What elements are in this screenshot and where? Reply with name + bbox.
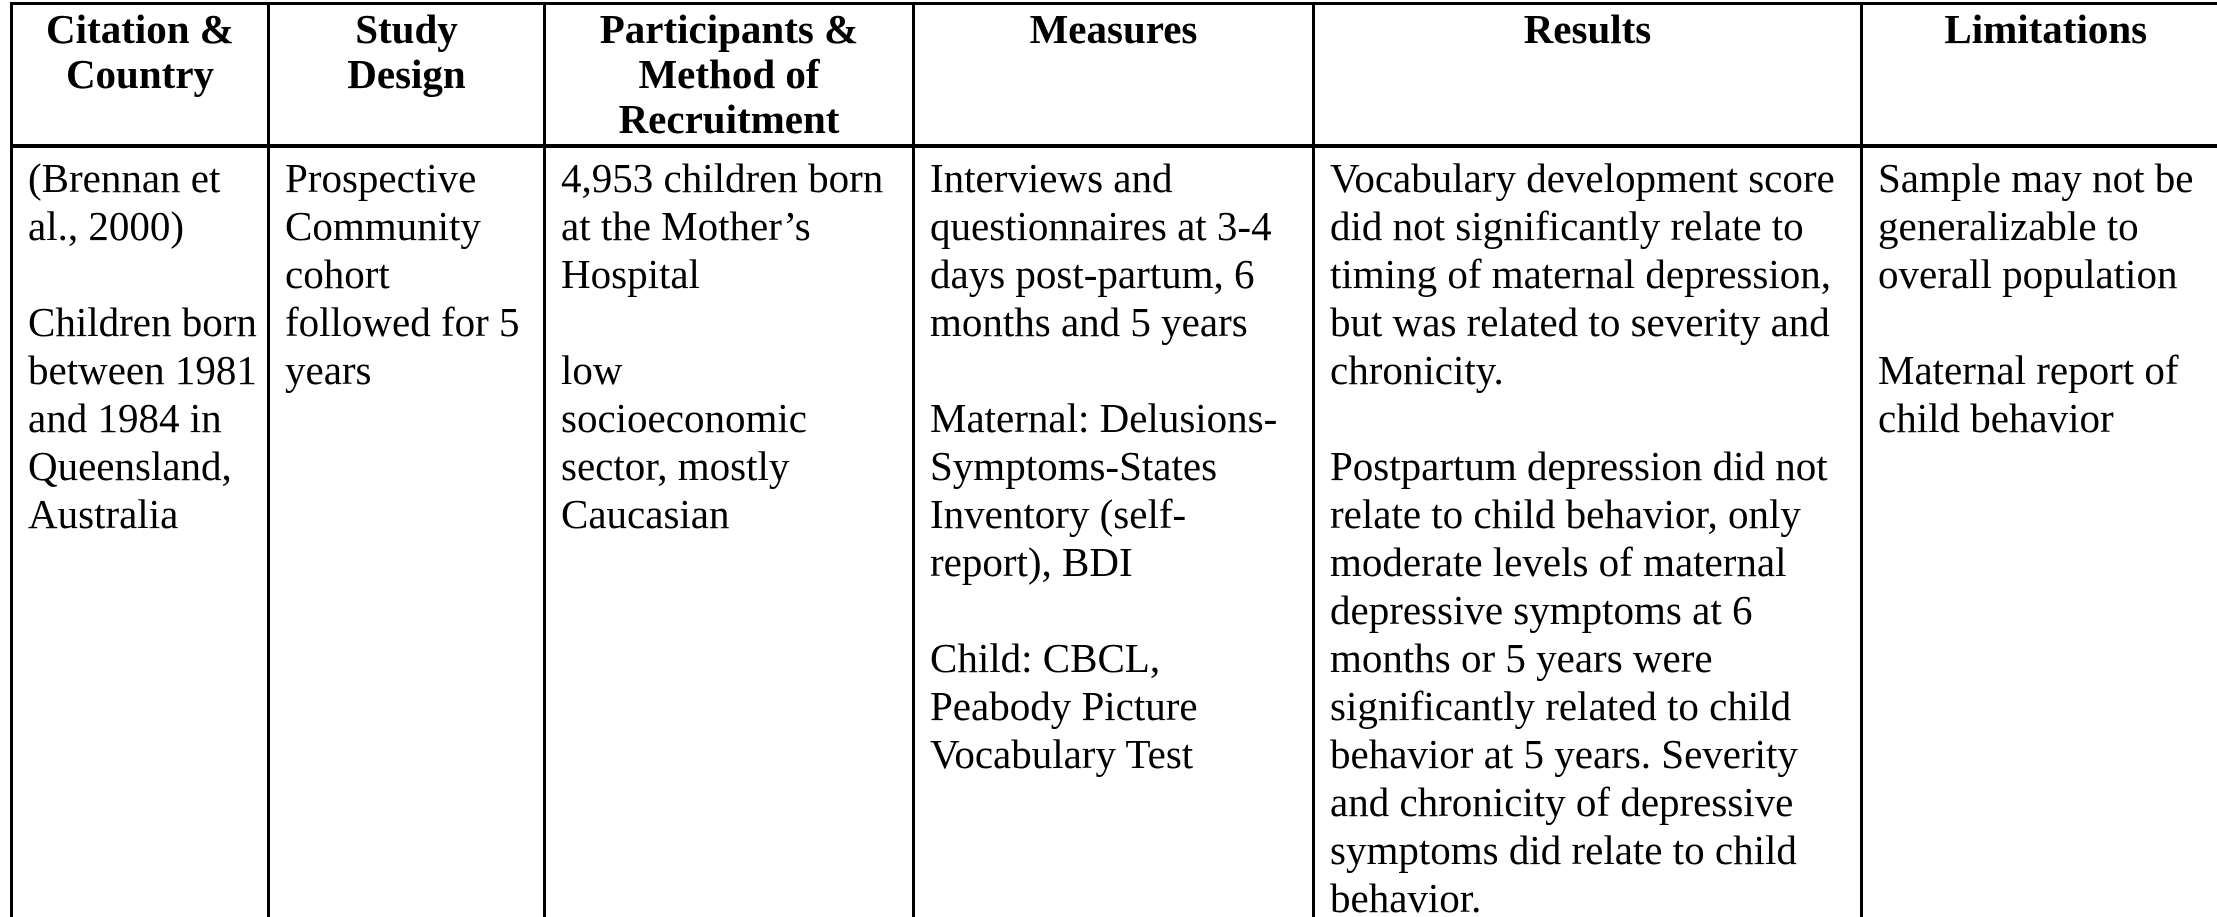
col-header-limitations: Limitations bbox=[1860, 2, 2217, 148]
table-row: (Brennan et al., 2000) Children born bet… bbox=[10, 144, 2217, 917]
header-row: Citation & Country Study Design Particip… bbox=[10, 2, 2217, 148]
col-header-participants-recruitment: Participants & Method of Recruitment bbox=[543, 2, 915, 148]
col-header-study-design: Study Design bbox=[267, 2, 546, 148]
col-header-citation-country: Citation & Country bbox=[10, 2, 270, 148]
col-header-measures: Measures bbox=[912, 2, 1315, 148]
col-header-results: Results bbox=[1312, 2, 1863, 148]
cell-participants-recruitment: 4,953 children born at the Mother’s Hosp… bbox=[543, 144, 915, 917]
cell-measures: Interviews and questionnaires at 3-4 day… bbox=[912, 144, 1315, 917]
cell-study-design: Prospective Community cohort followed fo… bbox=[267, 144, 546, 917]
cell-limitations: Sample may not be generalizable to overa… bbox=[1860, 144, 2217, 917]
study-summary-table: Citation & Country Study Design Particip… bbox=[10, 2, 2217, 917]
cell-citation-country: (Brennan et al., 2000) Children born bet… bbox=[10, 144, 270, 917]
cell-results: Vocabulary development score did not sig… bbox=[1312, 144, 1863, 917]
